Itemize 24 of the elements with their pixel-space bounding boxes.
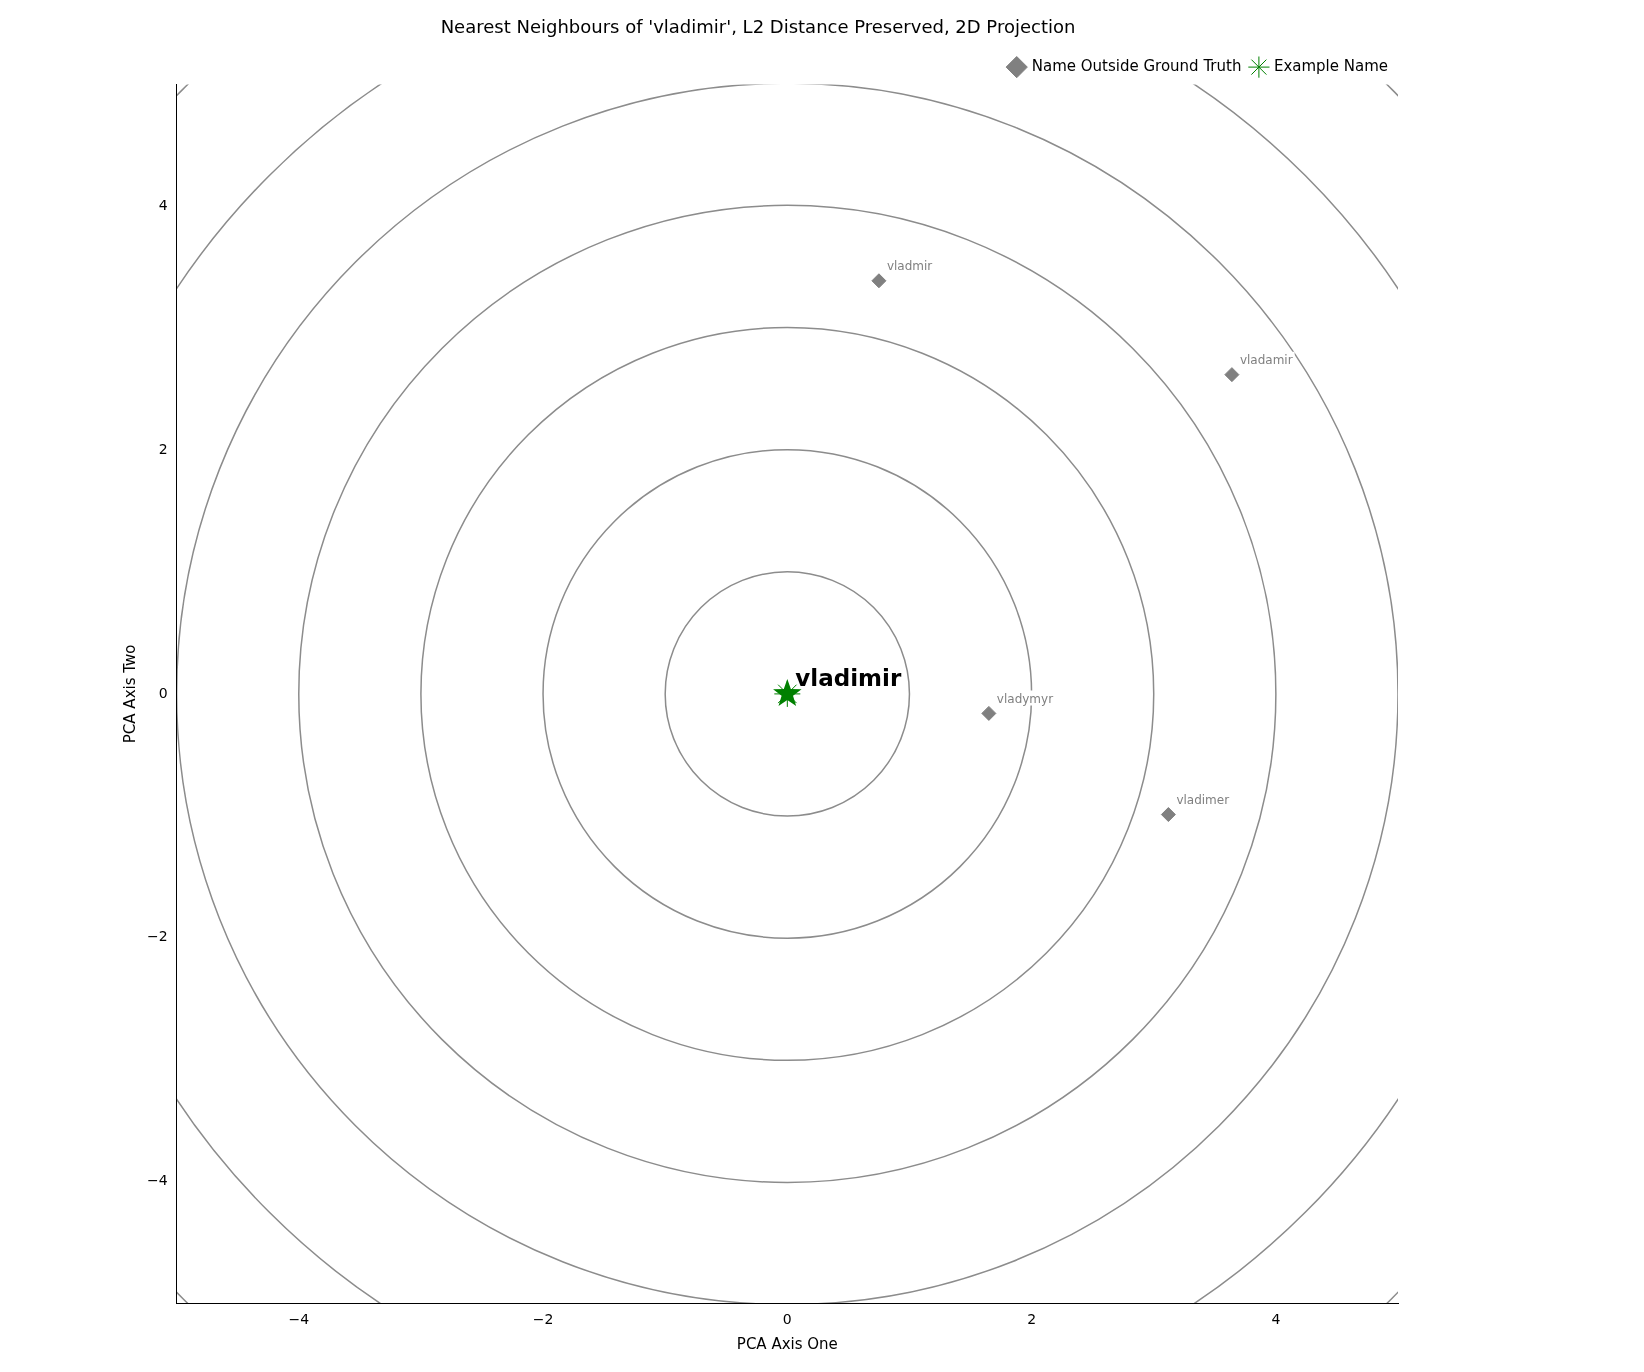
x-axis-title: PCA Axis One — [736, 1334, 838, 1353]
annotation: vladymyr — [996, 691, 1054, 706]
point — [981, 705, 997, 721]
y-axis-title: PCA Axis Two — [120, 644, 139, 744]
x-tick-label: 2 — [1027, 1311, 1037, 1328]
x-tick-label: −2 — [532, 1311, 554, 1328]
y-tick-label: 0 — [158, 684, 168, 701]
x-tick-label: 4 — [1271, 1311, 1281, 1328]
y-tick-label: −4 — [147, 1171, 168, 1188]
y-tick-label: −2 — [147, 928, 168, 945]
x-tick-label: 0 — [782, 1311, 792, 1328]
point — [1160, 807, 1176, 823]
legend-label: Name Outside Ground Truth — [1031, 56, 1242, 75]
chart-title: Nearest Neighbours of 'vladimir', L2 Distance Preserved, 2D Projection — [440, 16, 1076, 38]
annotation: vladimer — [1176, 792, 1230, 807]
y-tick-label: 4 — [158, 197, 168, 214]
annotation: vladamir — [1239, 352, 1293, 367]
point — [1224, 367, 1240, 383]
y-tick-label: 2 — [158, 440, 168, 457]
legend-label: Example Name — [1273, 56, 1389, 75]
annotation: vladmir — [886, 258, 933, 273]
point — [871, 273, 887, 289]
annotation: vladimir — [795, 665, 902, 692]
x-tick-label: −4 — [288, 1311, 310, 1328]
